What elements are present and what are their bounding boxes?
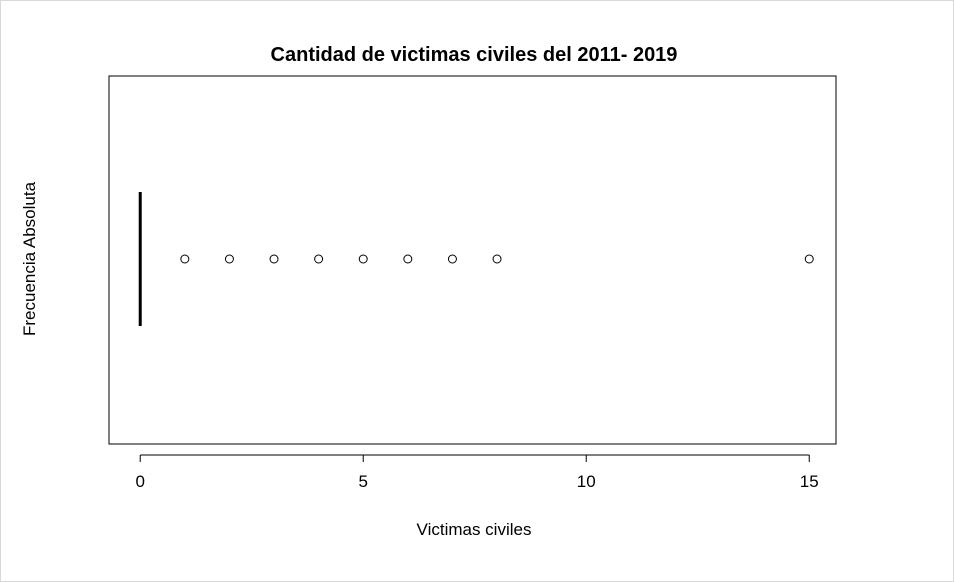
outlier-point-2 — [269, 254, 279, 264]
outlier-point-6 — [447, 254, 457, 264]
x-tick-label-2: 10 — [577, 472, 596, 491]
outlier-point-0 — [180, 254, 190, 264]
chart-title: Cantidad de victimas civiles del 2011- 2… — [271, 44, 678, 66]
x-axis-label: Victimas civiles — [417, 520, 532, 539]
x-tick-label-3: 15 — [800, 472, 819, 491]
y-axis-label: Frecuencia Absoluta — [20, 181, 39, 336]
x-tick-label-1: 5 — [358, 472, 367, 491]
x-axis: 0 5 10 15 — [135, 454, 819, 491]
outlier-point-8 — [804, 254, 814, 264]
outlier-point-1 — [224, 254, 234, 264]
x-tick-label-0: 0 — [135, 472, 144, 491]
outlier-point-5 — [403, 254, 413, 264]
outlier-point-4 — [358, 254, 368, 264]
outlier-point-7 — [492, 254, 502, 264]
outlier-points — [180, 254, 814, 264]
plot-area — [108, 75, 837, 445]
outlier-point-3 — [314, 254, 324, 264]
